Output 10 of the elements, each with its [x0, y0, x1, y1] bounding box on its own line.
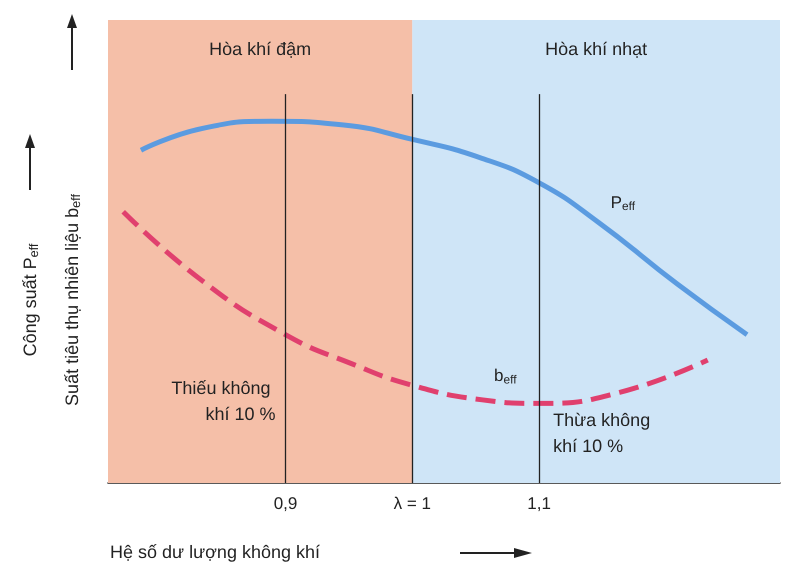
- x-tick-label: 0,9: [274, 494, 298, 513]
- band-label: Hòa khí đậm: [209, 39, 312, 59]
- ref-line-label: Thiếu không khí 10 %: [171, 378, 276, 424]
- ref-line-label: Thừa không khí 10 %: [553, 410, 656, 456]
- band-label: Hòa khí nhạt: [545, 39, 648, 59]
- x-tick-label: 1,1: [527, 494, 551, 513]
- y-axis-title: Công suất Peff: [20, 243, 42, 356]
- x-tick-label: λ = 1: [394, 494, 431, 513]
- y2-axis-title: Suất tiêu thụ nhiên liệu beff: [62, 194, 84, 406]
- x-axis-title: Hệ số dư lượng không khí: [110, 542, 320, 562]
